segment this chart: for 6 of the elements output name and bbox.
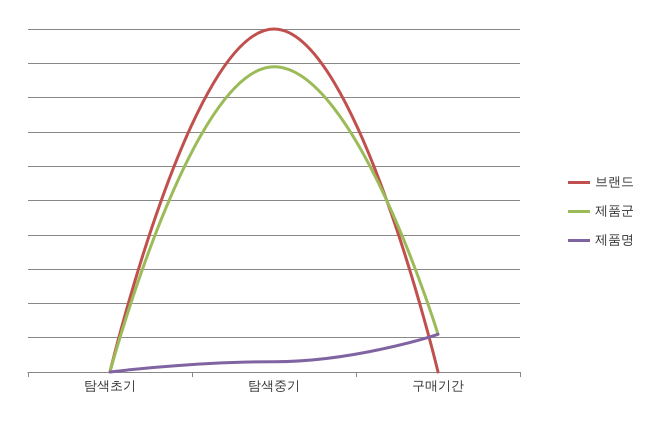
legend-label: 제품군: [595, 204, 634, 219]
x-tick-label: 구매기간: [412, 379, 464, 394]
x-tick-label: 탐색중기: [248, 379, 300, 394]
legend-label: 브랜드: [595, 175, 634, 190]
legend-label: 제품명: [595, 233, 634, 248]
x-tick-label: 탐색초기: [84, 379, 136, 394]
